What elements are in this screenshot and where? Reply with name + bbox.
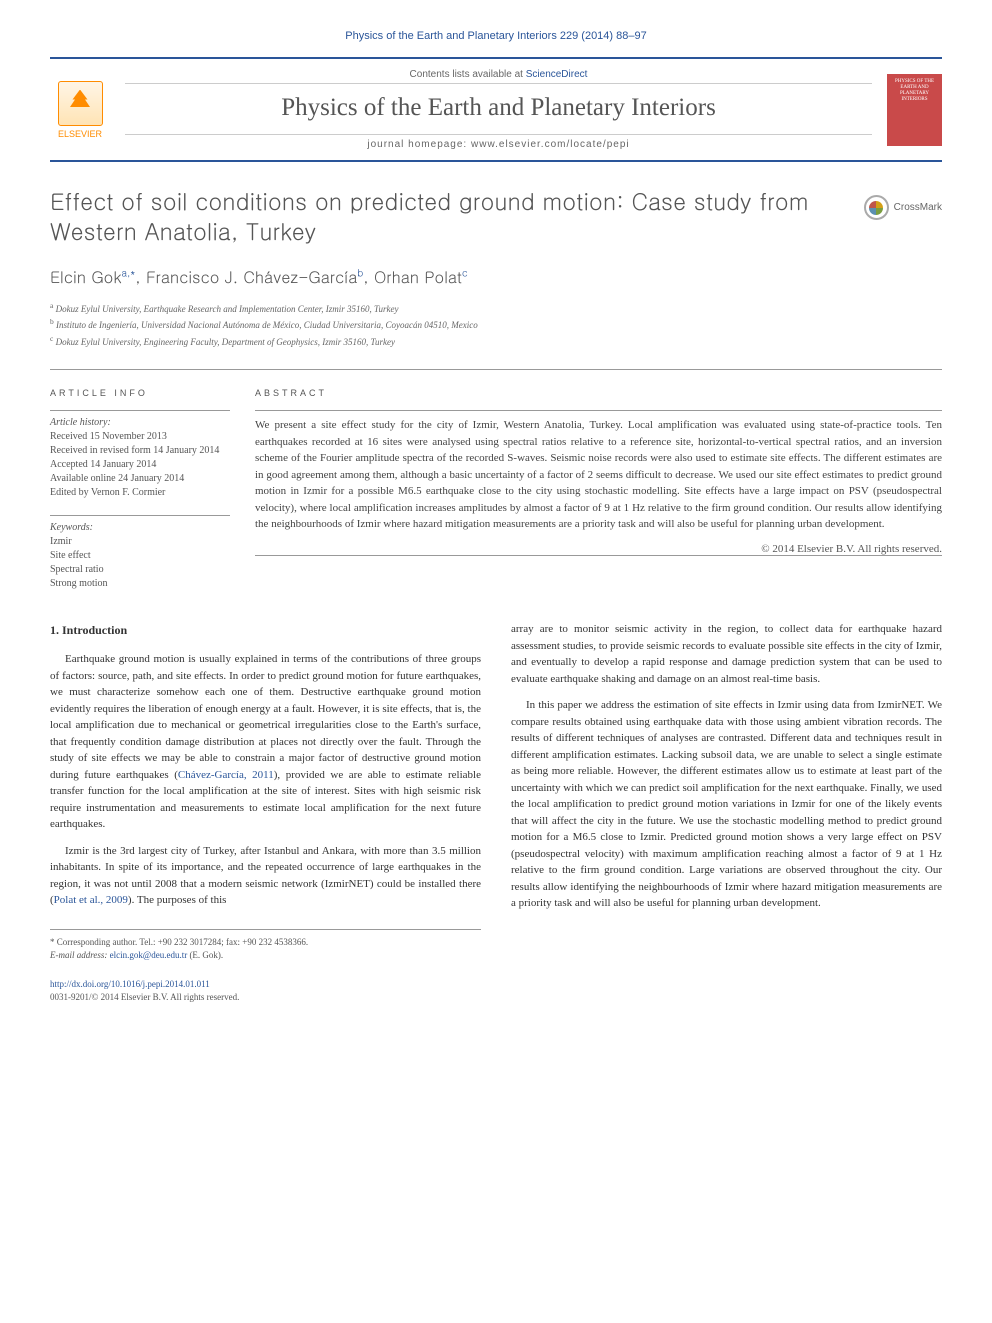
author-2[interactable]: Francisco J. Chávez-García [146,265,357,288]
author-1-sup: a,* [121,265,135,279]
intro-p4: In this paper we address the estimation … [511,697,942,912]
article-info: ARTICLE INFO Article history: Received 1… [50,388,230,591]
corresponding-author: * Corresponding author. Tel.: +90 232 30… [50,929,481,963]
contents-label: Contents lists available at [410,69,523,80]
author-2-sup: b [357,265,363,279]
history-title: Article history: [50,417,230,428]
history-editor: Edited by Vernon F. Cormier [50,486,230,500]
keywords-block: Keywords: Izmir Site effect Spectral rat… [50,515,230,591]
journal-cover[interactable]: PHYSICS OF THE EARTH AND PLANETARY INTER… [887,74,942,146]
intro-p2: Izmir is the 3rd largest city of Turkey,… [50,843,481,909]
history-block: Article history: Received 15 November 20… [50,410,230,500]
info-heading: ARTICLE INFO [50,388,230,398]
affiliation-b: b Instituto de Ingeniería, Universidad N… [50,316,942,333]
intro-p3: array are to monitor seismic activity in… [511,621,942,687]
intro-p1: Earthquake ground motion is usually expl… [50,651,481,833]
email-name: (E. Gok). [189,950,223,960]
author-3[interactable]: Orhan Polat [374,265,462,288]
author-3-sup: c [462,265,468,279]
homepage-label: journal homepage: [367,139,467,150]
history-accepted: Accepted 14 January 2014 [50,458,230,472]
journal-title: Physics of the Earth and Planetary Inter… [125,94,872,122]
column-left: 1. Introduction Earthquake ground motion… [50,621,481,1005]
keyword-2: Site effect [50,549,230,563]
keyword-3: Spectral ratio [50,563,230,577]
abstract-divider [255,555,942,556]
history-received: Received 15 November 2013 [50,430,230,444]
authors: Elcin Goka,*, Francisco J. Chávez-García… [50,265,942,288]
abstract-copyright: © 2014 Elsevier B.V. All rights reserved… [255,543,942,555]
homepage-url[interactable]: www.elsevier.com/locate/pepi [471,139,630,150]
affiliation-c: c Dokuz Eylul University, Engineering Fa… [50,333,942,350]
cover-text: PHYSICS OF THE EARTH AND PLANETARY INTER… [890,79,939,103]
abstract-heading: ABSTRACT [255,388,942,398]
journal-homepage: journal homepage: www.elsevier.com/locat… [125,134,872,150]
keyword-1: Izmir [50,535,230,549]
abstract-text: We present a site effect study for the c… [255,410,942,533]
header-citation: Physics of the Earth and Planetary Inter… [50,30,942,42]
footer-copyright: 0031-9201/© 2014 Elsevier B.V. All right… [50,991,481,1005]
author-1[interactable]: Elcin Gok [50,265,121,288]
doi-link[interactable]: http://dx.doi.org/10.1016/j.pepi.2014.01… [50,978,481,992]
journal-center: Contents lists available at ScienceDirec… [125,69,872,150]
crossmark-icon [864,195,889,220]
corr-tel: * Corresponding author. Tel.: +90 232 30… [50,936,481,950]
corr-email-line: E-mail address: elcin.gok@deu.edu.tr (E.… [50,949,481,963]
crossmark-label: CrossMark [894,202,942,213]
affiliation-a: a Dokuz Eylul University, Earthquake Res… [50,300,942,317]
keyword-4: Strong motion [50,577,230,591]
email-link[interactable]: elcin.gok@deu.edu.tr [110,950,188,960]
contents-line: Contents lists available at ScienceDirec… [125,69,872,84]
elsevier-tree-icon [58,81,103,126]
history-revised: Received in revised form 14 January 2014 [50,444,230,458]
column-right: array are to monitor seismic activity in… [511,621,942,1005]
affiliations: a Dokuz Eylul University, Earthquake Res… [50,300,942,350]
article-title: Effect of soil conditions on predicted g… [50,187,942,247]
citation-chavez[interactable]: Chávez-García, 2011 [178,769,274,781]
main-content: 1. Introduction Earthquake ground motion… [50,621,942,1005]
history-online: Available online 24 January 2014 [50,472,230,486]
citation-polat[interactable]: Polat et al., 2009 [54,894,128,906]
article-meta-row: ARTICLE INFO Article history: Received 1… [50,369,942,591]
elsevier-label: ELSEVIER [58,129,102,139]
journal-header: ELSEVIER Contents lists available at Sci… [50,57,942,162]
email-label: E-mail address: [50,950,107,960]
keywords-title: Keywords: [50,522,230,533]
sciencedirect-link[interactable]: ScienceDirect [526,69,588,80]
elsevier-logo[interactable]: ELSEVIER [50,75,110,145]
intro-heading: 1. Introduction [50,621,481,639]
crossmark-badge[interactable]: CrossMark [864,195,942,220]
abstract-block: ABSTRACT We present a site effect study … [255,388,942,591]
